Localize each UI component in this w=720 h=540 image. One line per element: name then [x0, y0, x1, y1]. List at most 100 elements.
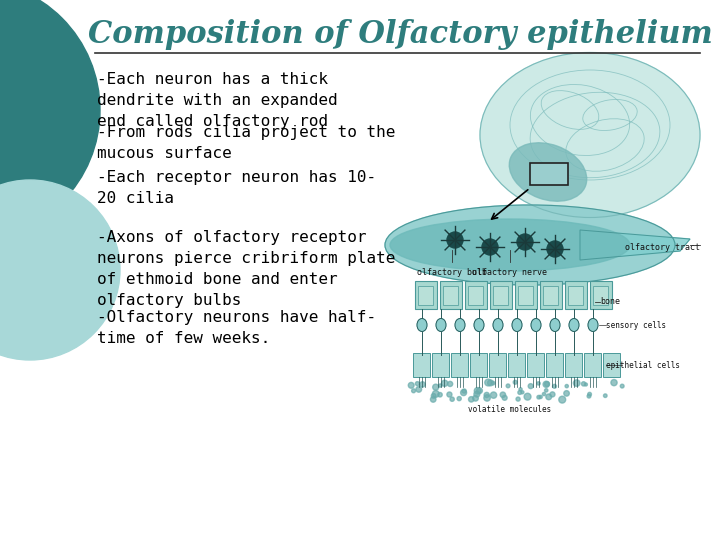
Circle shape — [588, 393, 591, 396]
Circle shape — [438, 384, 442, 387]
Circle shape — [524, 393, 531, 400]
Bar — [415, 281, 437, 309]
Circle shape — [491, 381, 495, 385]
Ellipse shape — [588, 319, 598, 332]
Circle shape — [573, 380, 580, 387]
Circle shape — [0, 180, 120, 360]
Bar — [540, 281, 562, 309]
Bar — [530, 163, 568, 185]
Ellipse shape — [417, 319, 427, 332]
Circle shape — [506, 384, 510, 388]
Bar — [432, 353, 449, 377]
Circle shape — [516, 397, 520, 401]
Ellipse shape — [550, 319, 560, 332]
Circle shape — [408, 382, 414, 388]
Circle shape — [544, 389, 548, 392]
Bar — [603, 353, 620, 377]
Circle shape — [448, 381, 453, 387]
Circle shape — [490, 392, 497, 399]
Bar — [543, 286, 558, 305]
Bar — [508, 353, 525, 377]
Circle shape — [485, 379, 492, 386]
Circle shape — [415, 382, 420, 386]
Ellipse shape — [493, 319, 503, 332]
Circle shape — [542, 393, 546, 396]
Circle shape — [500, 392, 505, 397]
Bar — [468, 286, 483, 305]
Bar — [451, 353, 468, 377]
Circle shape — [518, 390, 522, 394]
Bar — [590, 281, 612, 309]
Text: bone: bone — [600, 298, 620, 307]
Circle shape — [431, 394, 436, 399]
Circle shape — [585, 383, 588, 386]
Bar — [489, 353, 506, 377]
Circle shape — [487, 380, 493, 386]
Circle shape — [441, 380, 448, 387]
Ellipse shape — [436, 319, 446, 332]
Bar — [465, 281, 487, 309]
Circle shape — [543, 381, 549, 387]
Circle shape — [474, 388, 481, 394]
Circle shape — [472, 395, 478, 401]
Circle shape — [484, 395, 490, 401]
Circle shape — [433, 390, 439, 397]
Bar — [490, 281, 512, 309]
Circle shape — [474, 391, 480, 397]
Ellipse shape — [569, 319, 579, 332]
Text: -Olfactory neurons have half-
time of few weeks.: -Olfactory neurons have half- time of fe… — [97, 310, 376, 346]
Circle shape — [537, 382, 540, 385]
Ellipse shape — [455, 319, 465, 332]
Bar — [518, 286, 533, 305]
Ellipse shape — [512, 319, 522, 332]
Circle shape — [469, 396, 474, 402]
Circle shape — [482, 239, 498, 255]
Circle shape — [582, 382, 586, 386]
Text: olfactory nerve: olfactory nerve — [472, 268, 547, 277]
Circle shape — [587, 394, 591, 398]
Bar — [470, 353, 487, 377]
Text: volatile molecules: volatile molecules — [469, 405, 552, 414]
Circle shape — [431, 397, 436, 402]
Bar — [443, 286, 458, 305]
Bar — [440, 281, 462, 309]
Ellipse shape — [480, 52, 700, 218]
Circle shape — [457, 396, 462, 401]
Bar — [515, 281, 537, 309]
Circle shape — [603, 394, 607, 397]
Circle shape — [438, 393, 442, 397]
Circle shape — [546, 394, 552, 400]
Text: -From rods cilia project to the
mucous surface: -From rods cilia project to the mucous s… — [97, 125, 395, 161]
Text: Composition of Olfactory epithelium: Composition of Olfactory epithelium — [88, 19, 712, 51]
Text: epithelial cells: epithelial cells — [606, 361, 680, 369]
Text: -Each receptor neuron has 10-
20 cilia: -Each receptor neuron has 10- 20 cilia — [97, 170, 376, 206]
Bar — [413, 353, 430, 377]
Circle shape — [539, 395, 542, 399]
Circle shape — [433, 384, 438, 390]
Bar — [565, 281, 587, 309]
Circle shape — [547, 241, 563, 257]
Text: -Each neuron has a thick
dendrite with an expanded
end called olfactory rod: -Each neuron has a thick dendrite with a… — [97, 72, 338, 129]
Circle shape — [564, 390, 570, 396]
Ellipse shape — [509, 143, 587, 201]
Circle shape — [450, 397, 454, 401]
Circle shape — [611, 380, 617, 386]
Text: sensory cells: sensory cells — [606, 321, 666, 329]
Bar — [546, 353, 563, 377]
Polygon shape — [580, 230, 690, 260]
Bar — [584, 353, 601, 377]
Bar — [565, 353, 582, 377]
Circle shape — [0, 0, 100, 240]
Circle shape — [412, 389, 415, 393]
Ellipse shape — [390, 219, 630, 271]
Circle shape — [552, 384, 557, 388]
Bar — [568, 286, 583, 305]
Bar — [527, 353, 544, 377]
Circle shape — [565, 384, 568, 388]
Ellipse shape — [531, 319, 541, 332]
Circle shape — [447, 232, 463, 248]
Circle shape — [420, 382, 426, 387]
Circle shape — [513, 380, 517, 384]
Circle shape — [447, 392, 452, 397]
Text: olfactory tract: olfactory tract — [625, 244, 700, 253]
